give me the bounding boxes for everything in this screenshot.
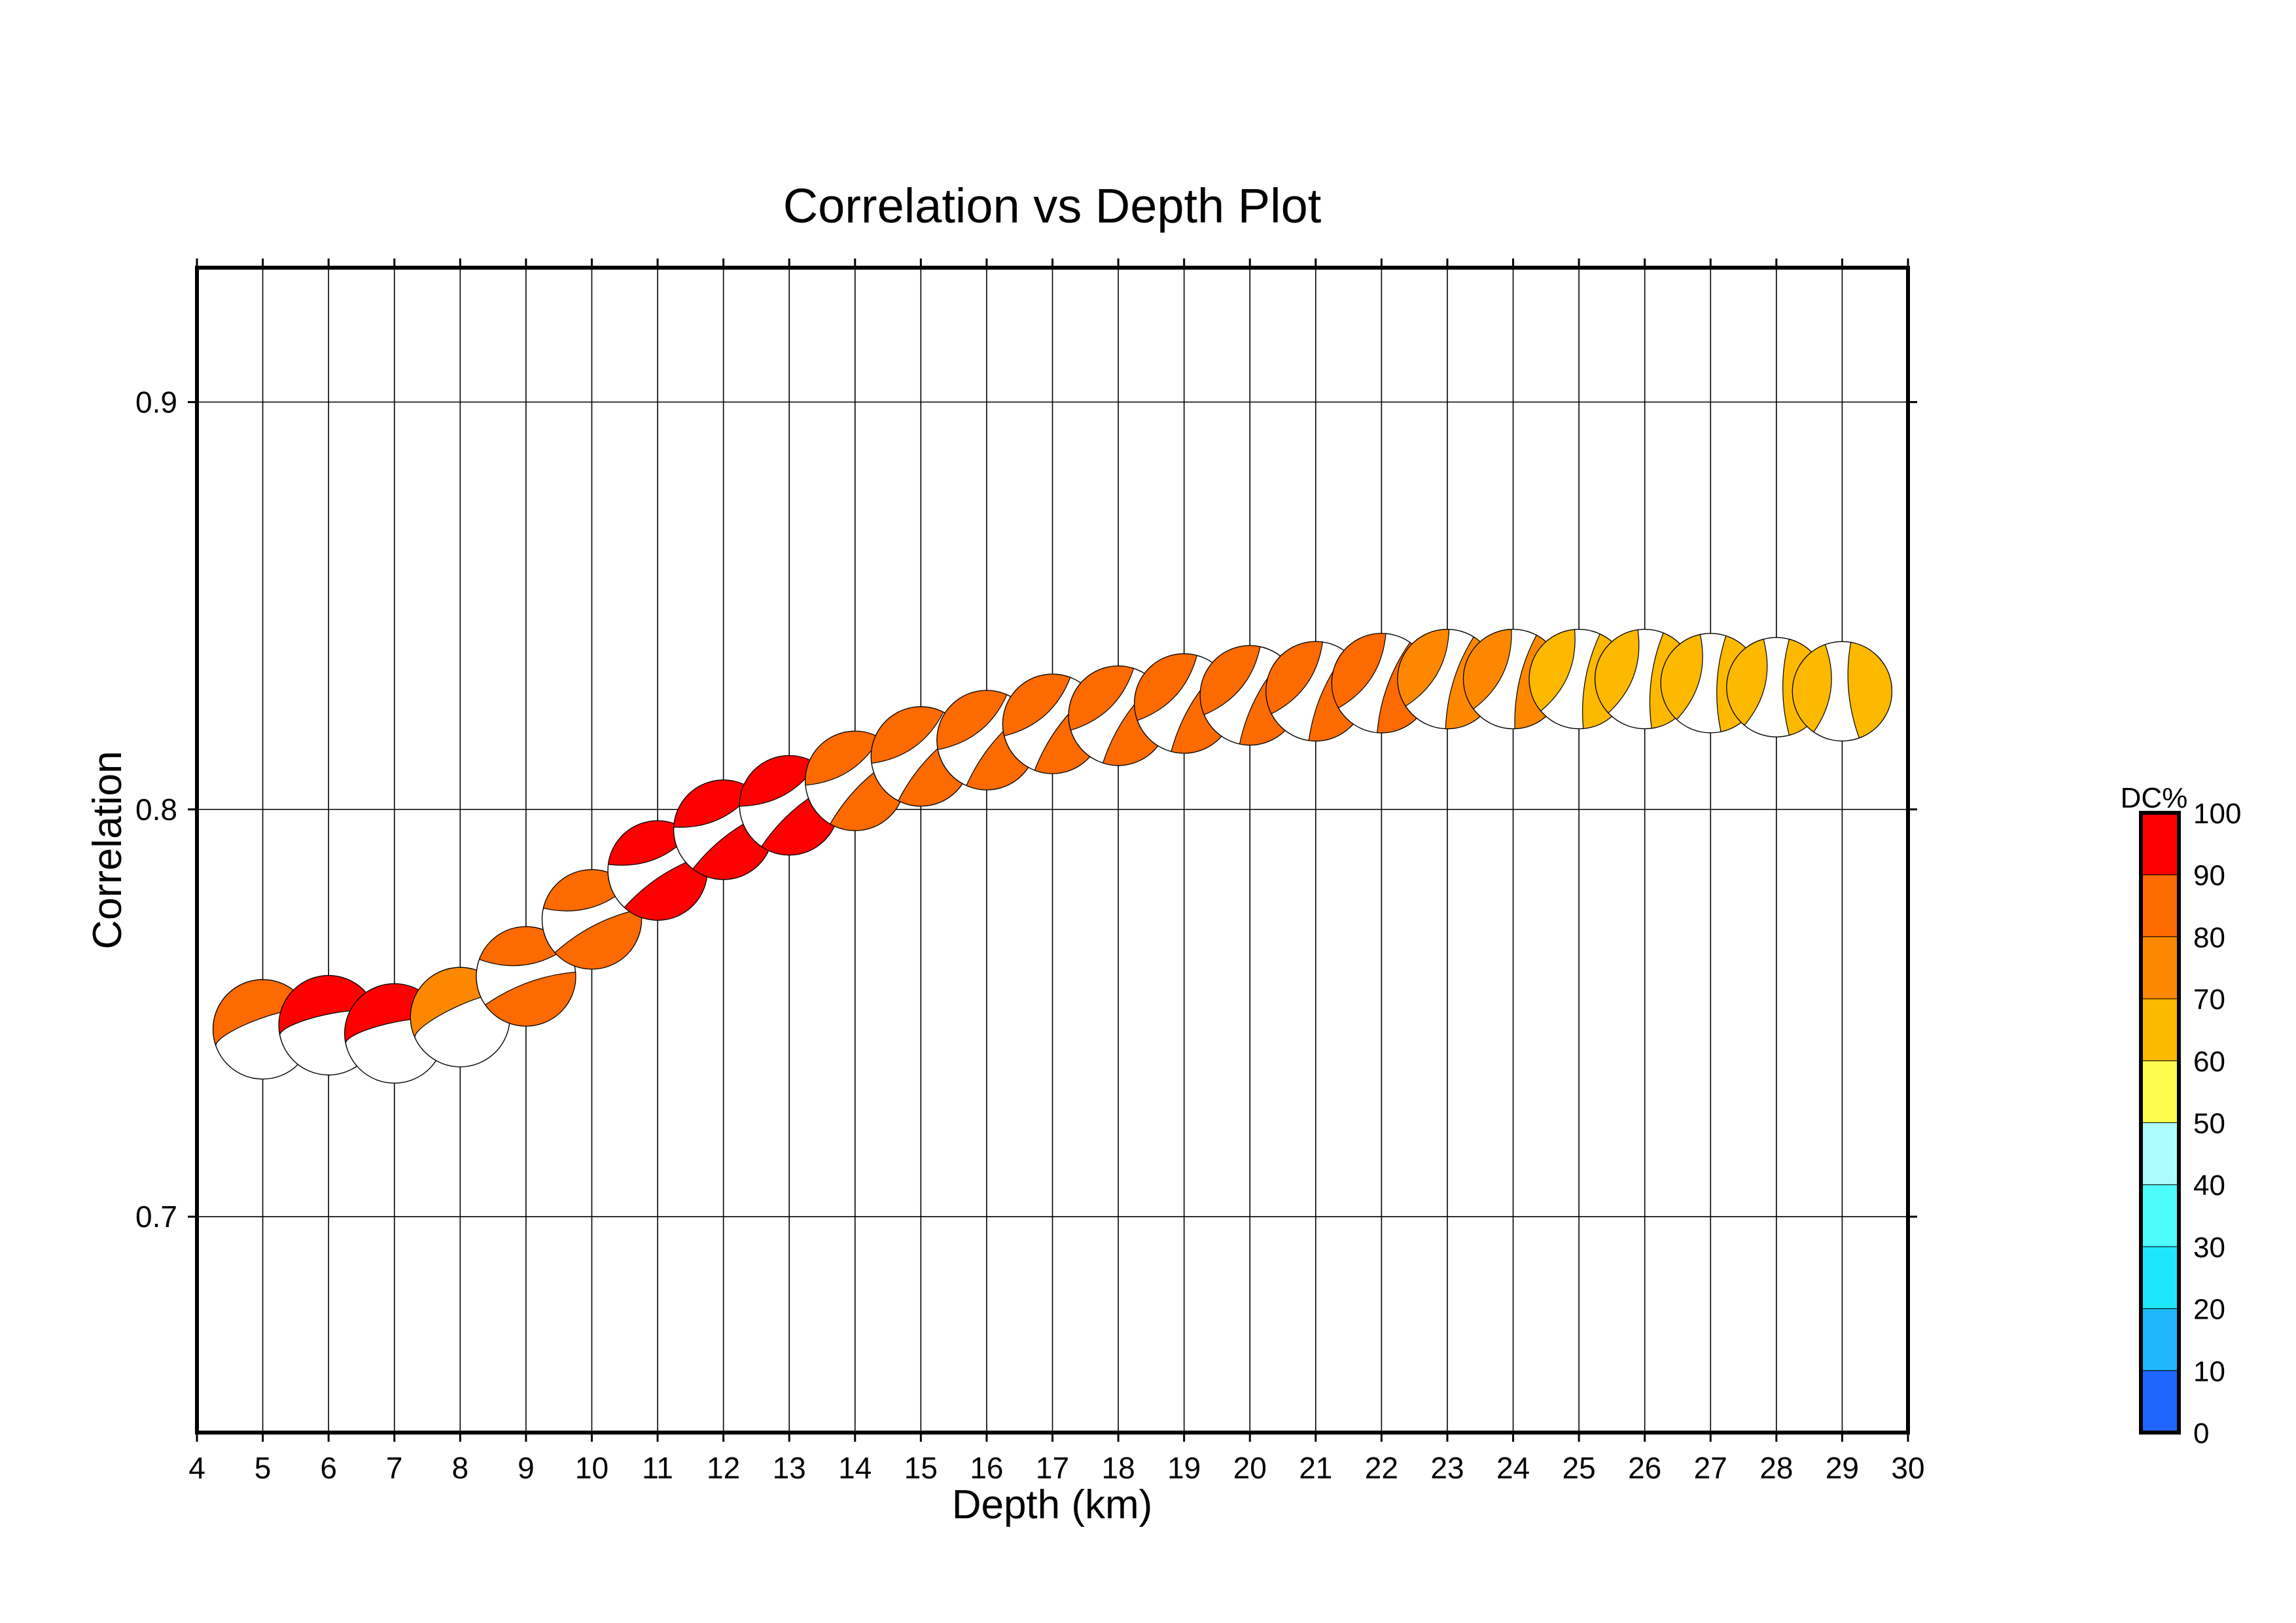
grid-lines <box>196 268 1909 1433</box>
beachball-compression-quadrant <box>805 730 881 786</box>
beachball-compression-quadrant <box>673 779 755 828</box>
colorbar-tick-label: 0 <box>2193 1418 2209 1450</box>
beachball-compression-quadrant <box>1847 641 1893 739</box>
beachball-marker <box>476 926 576 1027</box>
colorbar-band <box>2140 812 2180 876</box>
colorbar-tick-label: 100 <box>2193 798 2241 830</box>
beachball-compression-quadrant <box>1002 673 1071 737</box>
beachball-compression-quadrant <box>870 706 944 764</box>
beachball-compression-quadrant <box>624 854 708 921</box>
beachball-compression-quadrant <box>1528 629 1576 712</box>
x-tick-label: 22 <box>1365 1451 1398 1485</box>
colorbar-tick-label: 50 <box>2193 1108 2225 1140</box>
x-tick-label: 13 <box>773 1451 806 1485</box>
colorbar-band <box>2140 1246 2180 1310</box>
x-tick-label: 9 <box>518 1451 535 1485</box>
x-tick-label: 27 <box>1694 1451 1727 1485</box>
beachball-compression-quadrant <box>1397 629 1450 707</box>
x-tick-label: 23 <box>1430 1451 1464 1485</box>
y-tick-label: 0.7 <box>135 1200 177 1234</box>
x-tick-label: 6 <box>320 1451 337 1485</box>
beachball-compression-quadrant <box>607 820 692 866</box>
y-tick-label: 0.9 <box>135 385 177 419</box>
x-tick-label: 30 <box>1891 1451 1924 1485</box>
x-tick-label: 8 <box>452 1451 469 1485</box>
colorbar-tick-label: 90 <box>2193 860 2225 892</box>
x-tick-label: 4 <box>188 1451 205 1485</box>
x-tick-label: 26 <box>1628 1451 1661 1485</box>
beachball-compression-quadrant <box>936 690 1008 751</box>
x-tick-label: 29 <box>1826 1451 1859 1485</box>
colorbar-band <box>2140 1060 2180 1124</box>
x-tick-label: 20 <box>1233 1451 1267 1485</box>
beachball-compression-quadrant <box>1595 629 1640 714</box>
colorbar-band <box>2140 998 2180 1061</box>
beachball-compression-quadrant <box>1068 666 1135 731</box>
colorbar-band <box>2140 936 2180 999</box>
beachball-compression-quadrant <box>739 755 818 807</box>
x-tick-label: 16 <box>970 1451 1003 1485</box>
beachball-compression-quadrant <box>1199 645 1261 715</box>
colorbar-label: DC% <box>2121 782 2188 814</box>
beachball-compression-quadrant <box>1462 629 1512 710</box>
beachball-compression-quadrant <box>1726 638 1768 726</box>
x-tick-label: 15 <box>904 1451 938 1485</box>
beachball-markers <box>212 628 1893 1084</box>
beachball-marker <box>1792 641 1893 741</box>
x-tick-label: 19 <box>1167 1451 1201 1485</box>
colorbar-band <box>2140 1122 2180 1185</box>
y-tick-label: 0.8 <box>135 793 177 827</box>
colorbar-tick-label: 10 <box>2193 1355 2225 1387</box>
colorbar-frame <box>2139 811 2181 1435</box>
x-tick-label: 25 <box>1563 1451 1596 1485</box>
x-tick-label: 7 <box>386 1451 403 1485</box>
colorbar-tick-label: 20 <box>2193 1294 2225 1326</box>
beachball-marker <box>739 755 839 856</box>
colorbar-band <box>2140 1370 2180 1433</box>
beachball-compression-quadrant <box>1792 644 1832 733</box>
x-tick-label: 5 <box>255 1451 272 1485</box>
beachball-compression-quadrant <box>542 869 629 912</box>
dc-colorbar: 0 10 20 30 40 50 60 70 80 90 100 <box>2139 798 2241 1450</box>
beachball-compression-quadrant <box>484 971 576 1027</box>
x-tick-label: 10 <box>575 1451 609 1485</box>
colorbar-tick-label: 60 <box>2193 1046 2225 1078</box>
plot-frame <box>195 266 1910 1435</box>
beachball-compression-quadrant <box>1134 653 1198 721</box>
colorbar-band <box>2140 1308 2180 1371</box>
x-tick-label: 17 <box>1036 1451 1069 1485</box>
y-axis-label: Correlation <box>85 751 130 949</box>
beachball-compression-quadrant <box>1660 633 1703 721</box>
beachball-compression-quadrant <box>554 908 643 970</box>
beachball-compression-quadrant <box>1331 633 1386 709</box>
colorbar-band <box>2140 1184 2180 1247</box>
x-tick-label: 11 <box>642 1451 673 1485</box>
chart-title: Correlation vs Depth Plot <box>783 179 1322 233</box>
x-tick-label: 28 <box>1759 1451 1793 1485</box>
x-axis-label: Depth (km) <box>952 1482 1153 1527</box>
beachball-compression-quadrant <box>1265 641 1324 715</box>
colorbar-tick-label: 80 <box>2193 921 2225 954</box>
colorbar-tick-label: 30 <box>2193 1232 2225 1264</box>
x-tick-label: 18 <box>1101 1451 1135 1485</box>
x-tick-label: 12 <box>707 1451 740 1485</box>
colorbar-tick-label: 40 <box>2193 1169 2225 1202</box>
colorbar-tick-label: 70 <box>2193 984 2225 1016</box>
colorbar-band <box>2140 874 2180 937</box>
tick-labels: 4 5 6 7 8 9 10 11 12 13 14 15 16 17 18 19 20 21 22 23 24 25 26… <box>135 385 1925 1485</box>
x-tick-label: 21 <box>1299 1451 1332 1485</box>
x-tick-label: 24 <box>1496 1451 1530 1485</box>
x-tick-label: 14 <box>838 1451 872 1485</box>
